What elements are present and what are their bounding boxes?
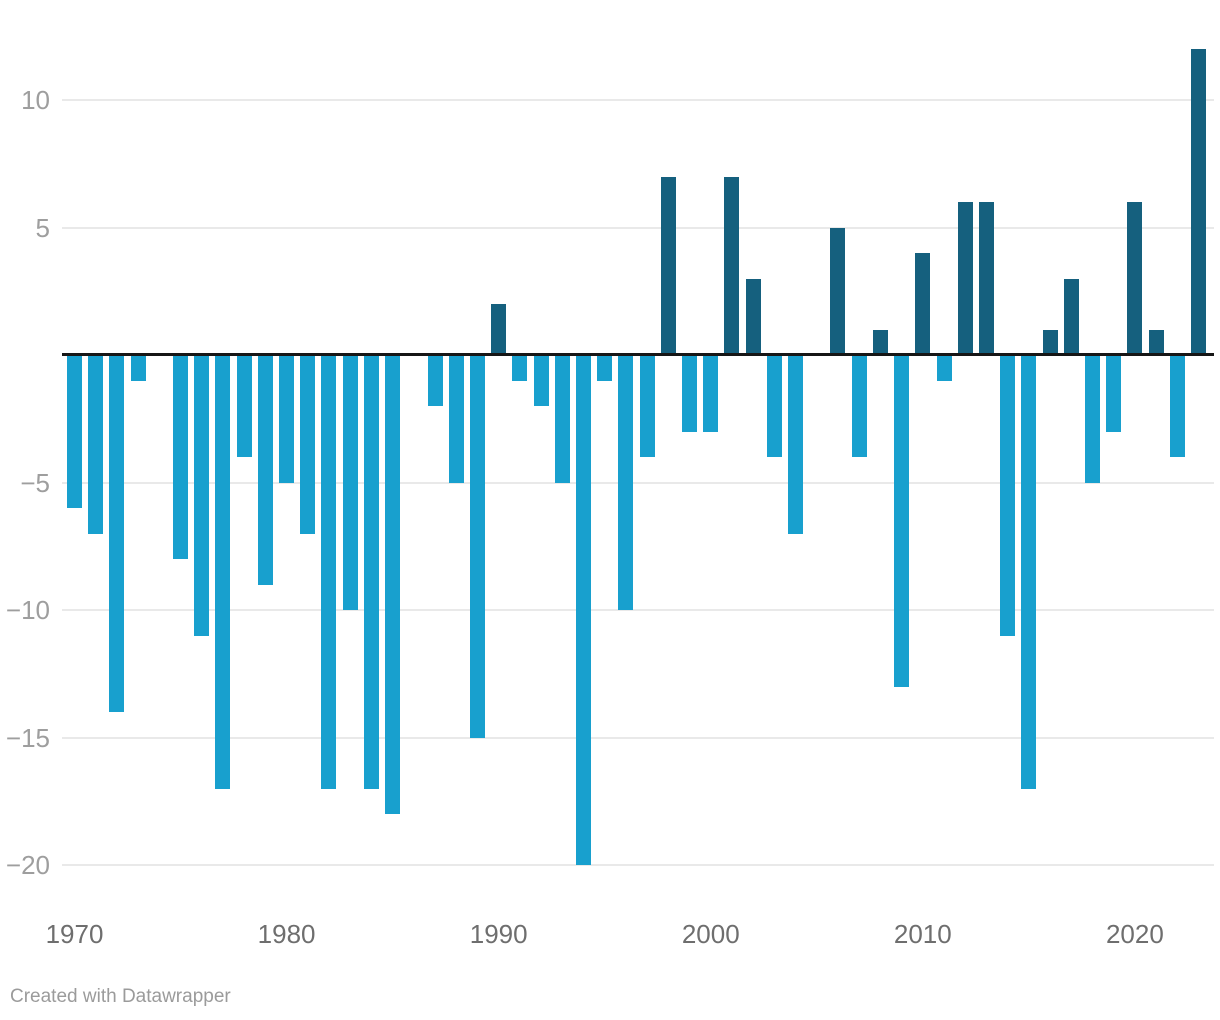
bar-1976[interactable] <box>194 355 210 636</box>
gridline <box>62 864 1214 866</box>
bar-2013[interactable] <box>978 202 994 355</box>
y-tick-label: 10 <box>21 85 50 115</box>
bar-2004[interactable] <box>788 355 804 534</box>
bar-2014[interactable] <box>1000 355 1016 636</box>
gridline <box>62 481 1214 484</box>
x-tick-label: 2010 <box>893 919 952 949</box>
zero-axis-line <box>62 353 1214 356</box>
bar-2021[interactable] <box>1148 329 1164 355</box>
bar-1973[interactable] <box>130 355 146 381</box>
bar-2011[interactable] <box>936 355 952 381</box>
bar-1983[interactable] <box>342 355 358 610</box>
x-tick-label: 2000 <box>681 919 740 949</box>
gridline <box>62 609 1214 611</box>
bar-2019[interactable] <box>1106 355 1122 432</box>
bar-1992[interactable] <box>533 355 549 406</box>
x-tick-label: 1970 <box>45 919 104 949</box>
bar-1979[interactable] <box>257 355 273 585</box>
bar-1971[interactable] <box>88 355 104 534</box>
bar-1989[interactable] <box>469 355 485 738</box>
bar-2002[interactable] <box>745 278 761 355</box>
x-tick-label: 1980 <box>257 919 316 949</box>
x-tick-label: 1990 <box>469 919 528 949</box>
bar-2012[interactable] <box>957 202 973 355</box>
bar-1977[interactable] <box>215 355 231 789</box>
bar-2001[interactable] <box>724 176 740 355</box>
bar-1999[interactable] <box>682 355 698 432</box>
bar-2016[interactable] <box>1042 329 1058 355</box>
bar-1993[interactable] <box>554 355 570 483</box>
bar-2020[interactable] <box>1127 202 1143 355</box>
bar-2007[interactable] <box>851 355 867 457</box>
datawrapper-attribution-link[interactable]: Created with Datawrapper <box>10 986 231 1007</box>
bar-2010[interactable] <box>915 253 931 355</box>
bar-1980[interactable] <box>279 355 295 483</box>
bar-1990[interactable] <box>491 304 507 355</box>
bar-1996[interactable] <box>618 355 634 610</box>
bar-1997[interactable] <box>639 355 655 457</box>
y-tick-label: −20 <box>5 850 50 880</box>
bar-2009[interactable] <box>894 355 910 687</box>
bar-1975[interactable] <box>173 355 189 559</box>
y-tick-label: −15 <box>5 722 50 753</box>
bar-1987[interactable] <box>427 355 443 406</box>
bar-1995[interactable] <box>597 355 613 381</box>
bar-2023[interactable] <box>1191 49 1207 355</box>
y-tick-label: −10 <box>5 595 50 625</box>
bar-2008[interactable] <box>872 329 888 355</box>
y-tick-label: 5 <box>35 212 50 243</box>
gridline <box>62 226 1214 229</box>
bar-1988[interactable] <box>448 355 464 483</box>
bar-2018[interactable] <box>1084 355 1100 483</box>
bar-1985[interactable] <box>385 355 401 814</box>
bar-1982[interactable] <box>321 355 337 789</box>
bar-2003[interactable] <box>766 355 782 457</box>
bar-1998[interactable] <box>660 176 676 355</box>
bar-2000[interactable] <box>703 355 719 432</box>
bar-1972[interactable] <box>109 355 125 712</box>
gridline <box>62 736 1214 739</box>
bar-1994[interactable] <box>575 355 591 865</box>
bar-1991[interactable] <box>512 355 528 381</box>
bar-1978[interactable] <box>236 355 252 457</box>
y-tick-label: −5 <box>20 467 50 498</box>
bar-1970[interactable] <box>67 355 82 508</box>
x-tick-label: 2020 <box>1105 919 1164 949</box>
bar-1984[interactable] <box>363 355 379 789</box>
bar-2015[interactable] <box>1021 355 1037 789</box>
bar-1981[interactable] <box>300 355 316 534</box>
bar-2022[interactable] <box>1169 355 1185 457</box>
bar-2017[interactable] <box>1063 278 1079 355</box>
bar-2006[interactable] <box>830 227 846 355</box>
gridline <box>62 99 1214 101</box>
